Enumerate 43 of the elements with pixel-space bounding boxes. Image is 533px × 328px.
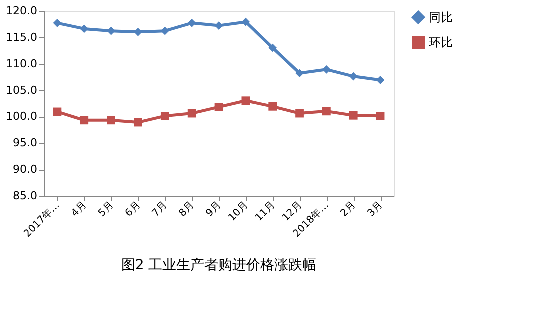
point — [296, 69, 304, 78]
x-tick-label: 10月 — [226, 200, 251, 224]
x-tick-label: 4月 — [70, 200, 90, 220]
point — [107, 26, 116, 36]
y-tick-label: 115.0 — [6, 30, 38, 44]
point — [322, 65, 331, 74]
y-tick-label: 85.0 — [13, 190, 38, 202]
y-tick-label: 90.0 — [13, 163, 38, 176]
point — [242, 18, 250, 26]
y-tick-label: 95.0 — [13, 136, 38, 150]
x-tick-label: 11月 — [254, 200, 278, 224]
point — [349, 72, 358, 81]
point — [53, 18, 62, 28]
point — [134, 118, 142, 127]
point — [268, 102, 278, 111]
point — [214, 103, 224, 112]
text: 图2 工业生产者购进价格涨跌幅 — [121, 258, 317, 274]
point — [160, 112, 170, 120]
legend-label: 环比 — [429, 36, 453, 50]
point — [242, 96, 250, 106]
point — [107, 116, 116, 125]
x-tick-label: 8月 — [177, 200, 197, 220]
x-tick-label: 7月 — [150, 200, 170, 220]
point — [80, 116, 89, 125]
point — [376, 76, 385, 84]
point — [214, 22, 224, 30]
y-tick-label: 120.0 — [6, 4, 38, 18]
point — [322, 107, 331, 116]
point — [376, 112, 385, 120]
x-tick-label: 5月 — [96, 200, 116, 220]
point — [349, 111, 358, 120]
point — [296, 109, 304, 118]
y-tick-label: 105.0 — [6, 84, 38, 97]
x-tick-label: 2月 — [339, 200, 358, 220]
x-tick-label: 6月 — [124, 200, 143, 220]
legend-label: 同比 — [429, 10, 453, 24]
point — [188, 109, 196, 118]
point — [53, 108, 62, 116]
y-tick-label: 110.0 — [6, 57, 38, 70]
x-tick-label: 9月 — [204, 200, 224, 220]
point — [268, 44, 278, 52]
x-tick-label: 3月 — [366, 200, 386, 220]
y-tick-label: 100.0 — [6, 110, 38, 124]
